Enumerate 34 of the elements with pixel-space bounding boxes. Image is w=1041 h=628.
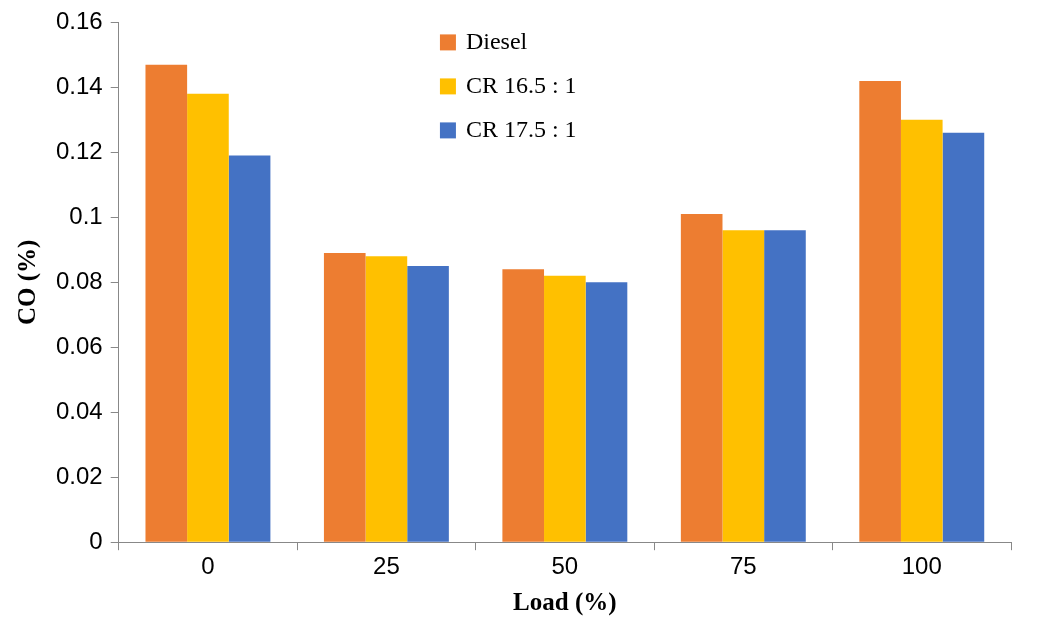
- y-tick-label: 0: [89, 526, 103, 554]
- bar: [145, 64, 188, 542]
- bar: [187, 93, 229, 542]
- y-tick-label: 0.14: [55, 72, 103, 99]
- bar: [859, 80, 901, 542]
- bar: [407, 266, 449, 542]
- x-tick-label: 75: [729, 552, 757, 580]
- bar: [900, 119, 943, 542]
- y-tick-label: 0.12: [55, 136, 103, 164]
- x-tick-label: 0: [201, 552, 215, 580]
- y-tick-label: 0.06: [55, 331, 103, 359]
- bar: [544, 275, 586, 542]
- bar: [680, 214, 723, 542]
- bar: [502, 269, 545, 542]
- x-axis-title: Load (%): [513, 588, 617, 617]
- bar: [365, 256, 408, 542]
- x-tick-label: 25: [373, 552, 400, 580]
- bar: [323, 253, 366, 542]
- bar: [585, 282, 628, 542]
- legend-label: CR 17.5 : 1: [465, 115, 577, 142]
- y-tick-label: 0.04: [55, 396, 103, 424]
- bar: [764, 230, 806, 542]
- y-tick-label: 0.1: [69, 201, 103, 229]
- y-tick-label: 0.02: [55, 461, 103, 489]
- x-tick-label: 50: [551, 552, 579, 580]
- legend-label: CR 16.5 : 1: [465, 71, 577, 98]
- bar: [228, 155, 271, 542]
- bar: [722, 230, 765, 542]
- y-tick-label: 0.16: [55, 7, 103, 35]
- y-tick-label: 0.08: [55, 266, 103, 294]
- x-tick-label: 100: [901, 552, 942, 580]
- y-axis-title: CO (%): [13, 239, 42, 325]
- legend-label: Diesel: [465, 27, 528, 54]
- bar: [942, 132, 985, 542]
